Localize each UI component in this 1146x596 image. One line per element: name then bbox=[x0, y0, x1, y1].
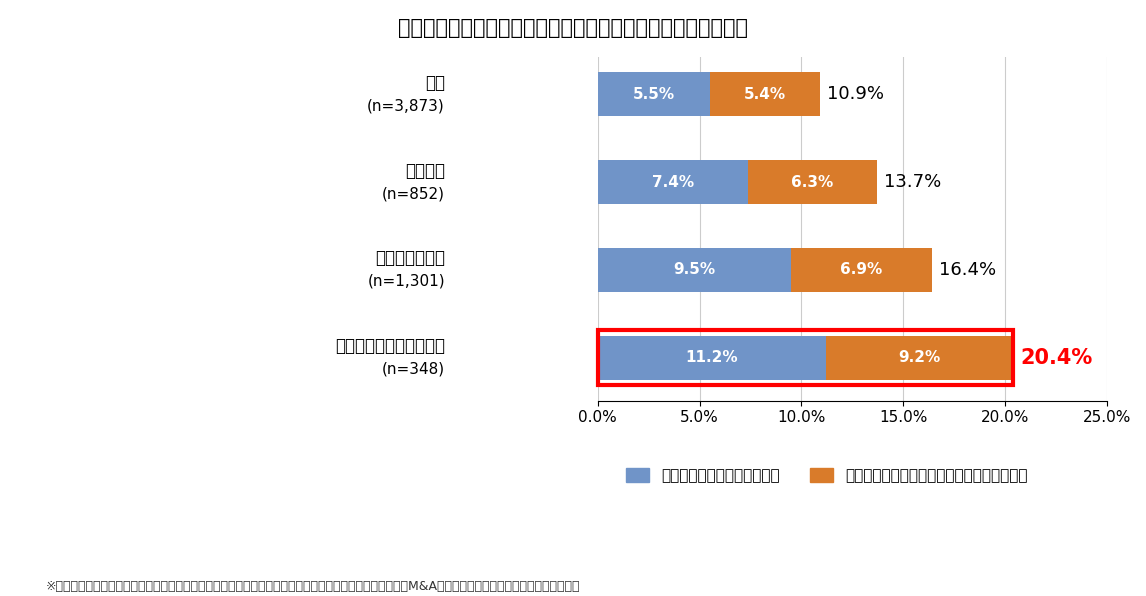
Bar bbox=[791, 248, 932, 292]
Text: 5.5%: 5.5% bbox=[633, 87, 675, 102]
Text: 全体: 全体 bbox=[425, 74, 445, 92]
Text: 後継者不在企業: 後継者不在企業 bbox=[375, 250, 445, 268]
Text: 11.2%: 11.2% bbox=[685, 350, 738, 365]
Text: 20.4%: 20.4% bbox=[1020, 347, 1092, 368]
Bar bbox=[748, 160, 877, 204]
Text: (n=348): (n=348) bbox=[382, 362, 445, 377]
Text: 9.2%: 9.2% bbox=[898, 350, 941, 365]
Text: 16.4%: 16.4% bbox=[939, 261, 996, 279]
Text: (n=3,873): (n=3,873) bbox=[367, 98, 445, 113]
Text: 6.9%: 6.9% bbox=[840, 262, 882, 277]
Bar bbox=[598, 72, 709, 116]
Bar bbox=[598, 160, 748, 204]
Legend: （現在）譲渡を検討している, （過去に）検討したが譲渡まで至らなかった: （現在）譲渡を検討している, （過去に）検討したが譲渡まで至らなかった bbox=[620, 462, 1034, 489]
Text: 7.4%: 7.4% bbox=[652, 175, 694, 190]
Text: 9.5%: 9.5% bbox=[674, 262, 715, 277]
Text: 【事業承継の手段としてのＭ＆Ａ（譲渡・売却）の検討状況】: 【事業承継の手段としてのＭ＆Ａ（譲渡・売却）の検討状況】 bbox=[398, 18, 748, 38]
Text: 赤字かつ後継者不在企業: 赤字かつ後継者不在企業 bbox=[335, 337, 445, 355]
Bar bbox=[826, 336, 1013, 380]
Text: 13.7%: 13.7% bbox=[884, 173, 941, 191]
Text: ※「後継者不在企業」は、「後継者を決めていないが、事業は継続したい」「自分の代で廃業する予定」「M&A等で会社を譲渡する予定」と回答した企業: ※「後継者不在企業」は、「後継者を決めていないが、事業は継続したい」「自分の代で… bbox=[46, 580, 580, 593]
Bar bbox=[598, 336, 826, 380]
Text: 赤字企業: 赤字企業 bbox=[405, 162, 445, 179]
Bar bbox=[709, 72, 819, 116]
Text: 6.3%: 6.3% bbox=[792, 175, 833, 190]
Text: (n=852): (n=852) bbox=[382, 186, 445, 201]
Text: (n=1,301): (n=1,301) bbox=[368, 274, 445, 289]
Text: 5.4%: 5.4% bbox=[744, 87, 786, 102]
Bar bbox=[598, 248, 791, 292]
Text: 10.9%: 10.9% bbox=[826, 85, 884, 103]
